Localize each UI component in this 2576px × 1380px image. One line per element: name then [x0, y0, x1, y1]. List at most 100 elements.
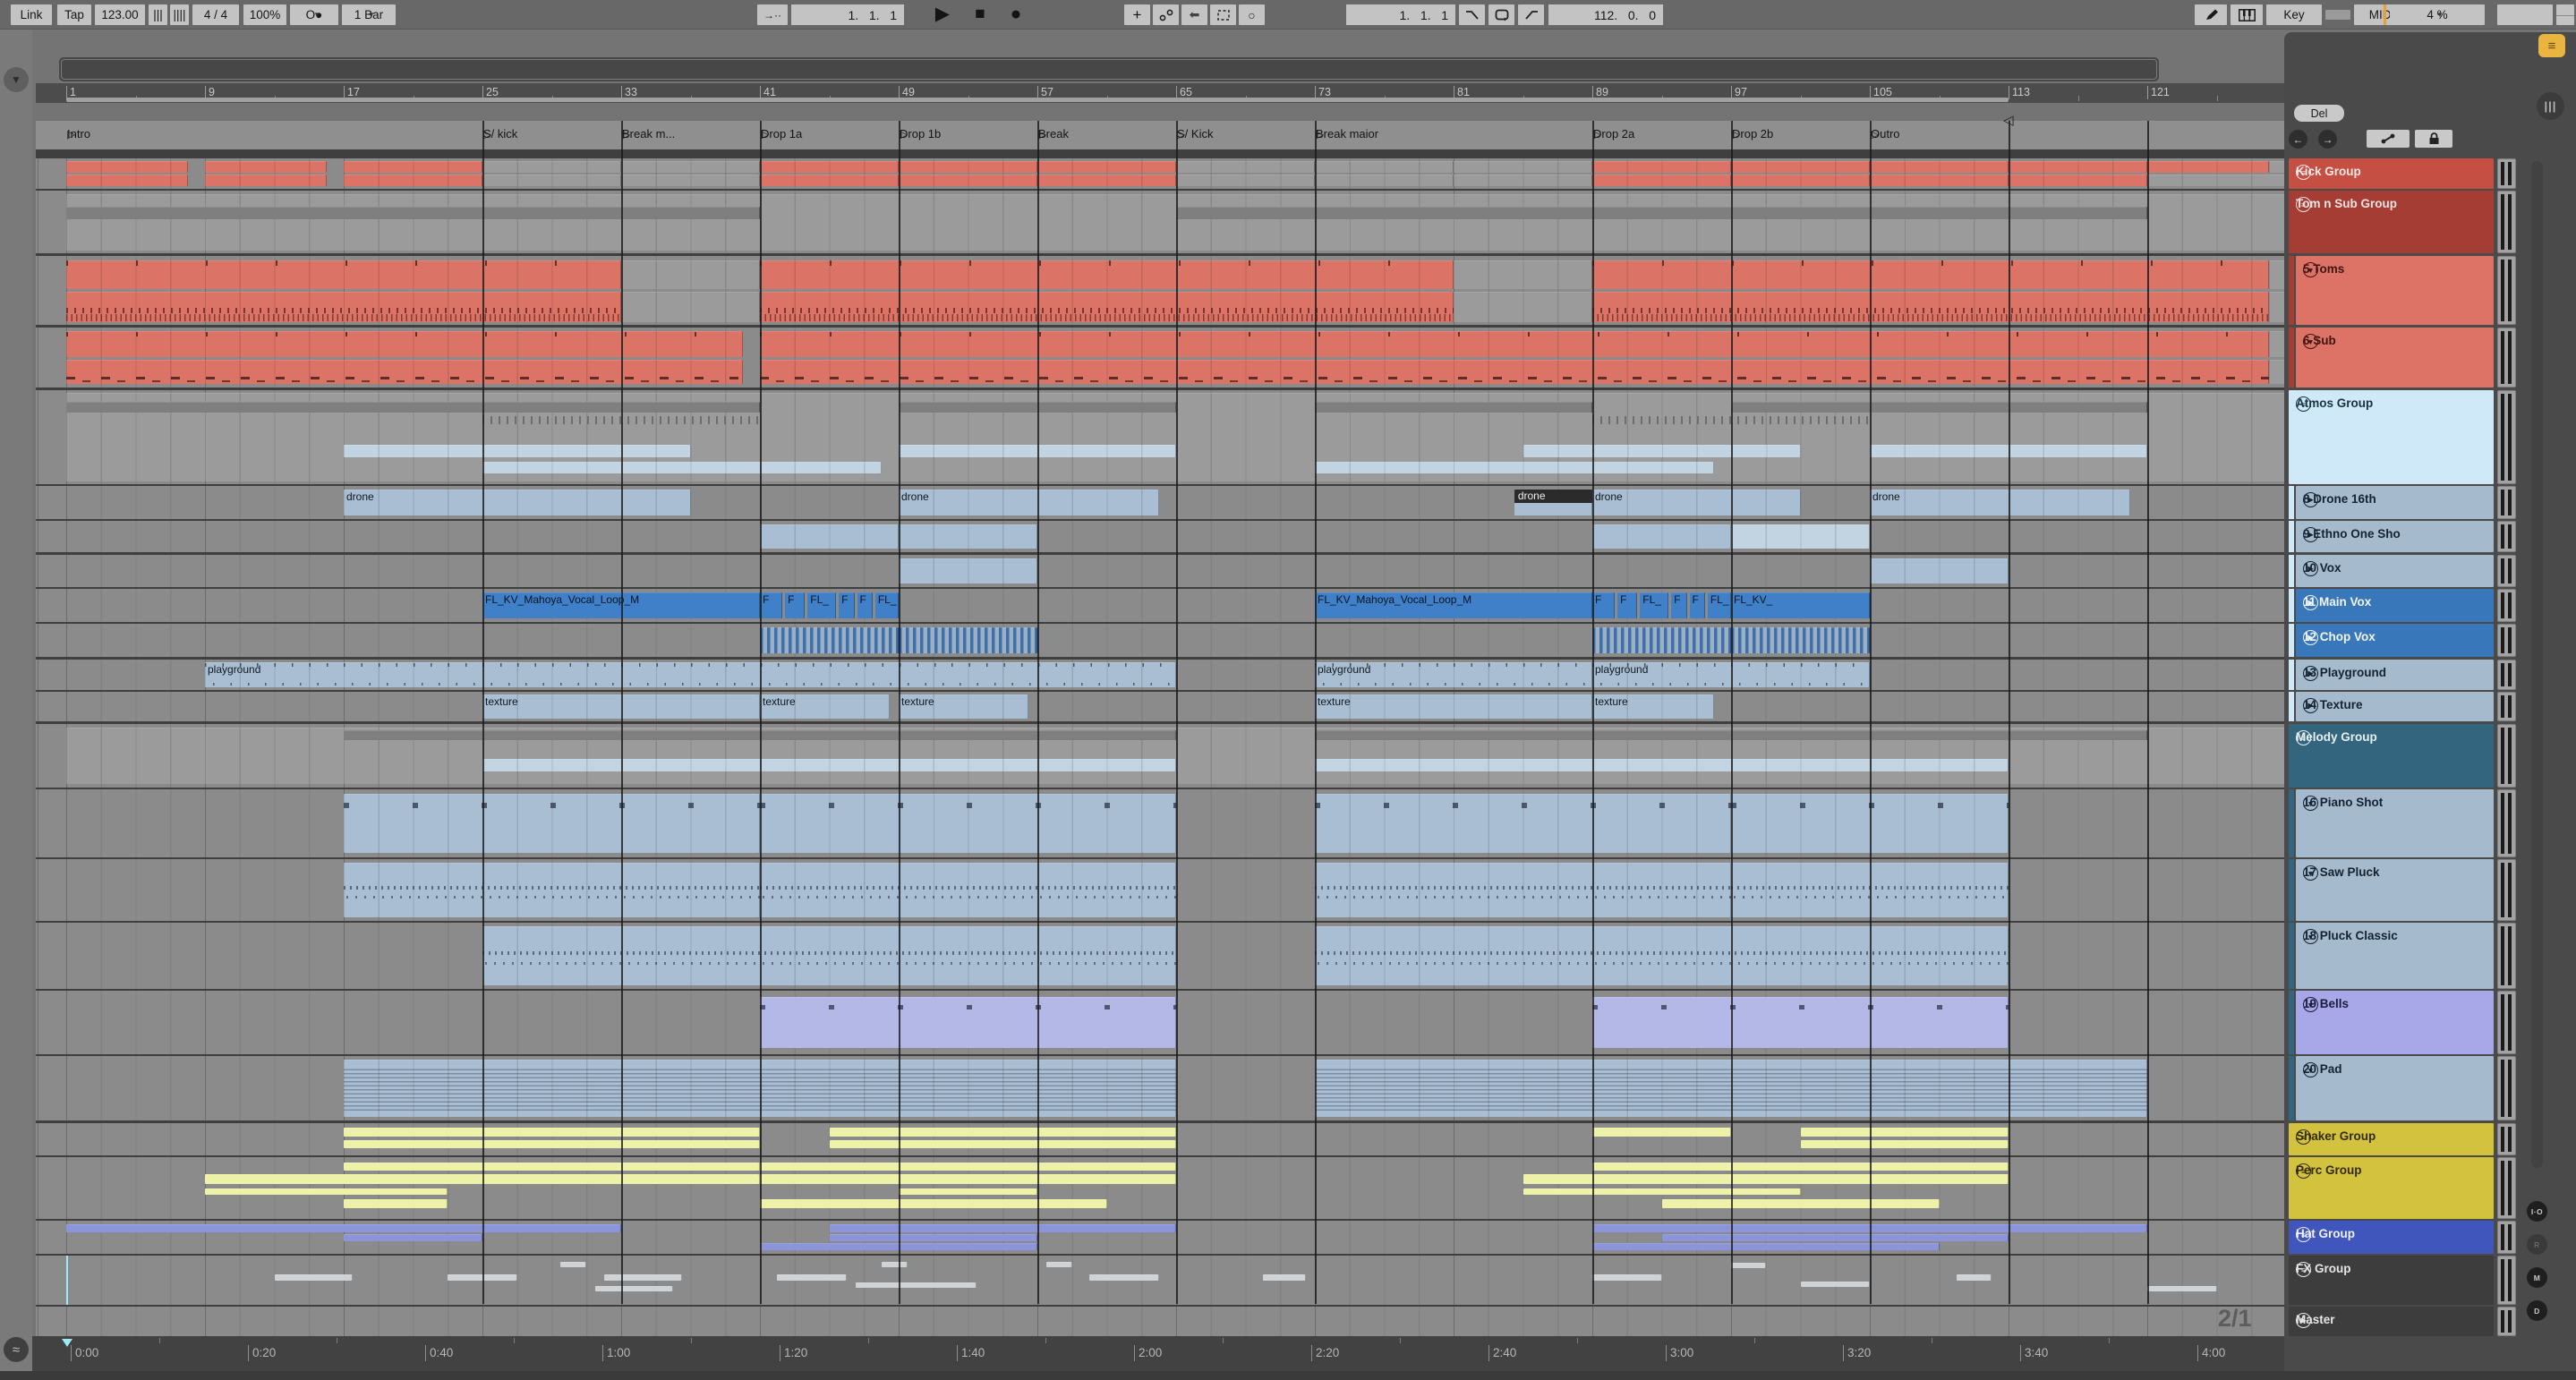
clip[interactable] — [621, 160, 760, 173]
clip[interactable] — [1870, 160, 2009, 173]
clip-FL_KV_Mahoya_Vocal_Loop_M[interactable]: FL_KV_Mahoya_Vocal_Loop_M — [482, 592, 760, 619]
clip[interactable] — [66, 175, 188, 187]
stop-button[interactable]: ■ — [975, 4, 985, 23]
clip-FL_[interactable]: FL_ — [807, 592, 837, 619]
follow-selection-button[interactable] — [1210, 4, 1236, 25]
track-lane-perc-group[interactable] — [36, 1157, 2284, 1219]
record-button[interactable]: ● — [1010, 4, 1022, 24]
mixer-section-toggle-io[interactable]: I·O — [2527, 1201, 2547, 1222]
track-header-16-piano-shot[interactable]: ▼ 16 Piano Shot — [2296, 789, 2494, 857]
clip-drone[interactable]: drone — [1514, 490, 1592, 515]
loop-brace[interactable] — [66, 98, 2009, 102]
toolbar-link-button[interactable]: Link — [11, 4, 52, 25]
clip-texture[interactable]: texture — [760, 694, 891, 719]
track-lane-18-pluck-classic[interactable] — [36, 923, 2284, 989]
track-lane-19-bells[interactable] — [36, 991, 2284, 1054]
clip[interactable] — [1731, 524, 1870, 549]
automation-mode-button[interactable] — [1153, 4, 1179, 25]
track-lane-melody-group[interactable] — [36, 724, 2304, 788]
clip[interactable] — [1800, 1140, 2009, 1149]
group-track-icon[interactable]: ≡ — [2296, 1262, 2311, 1277]
locator-s-kick[interactable]: ▷ S/ kick — [483, 127, 517, 141]
clip[interactable] — [344, 1198, 448, 1208]
clip[interactable] — [899, 160, 1037, 173]
track-lane-master[interactable] — [36, 1307, 2284, 1336]
clip[interactable] — [66, 292, 621, 322]
mixer-section-toggle-d[interactable]: D — [2527, 1300, 2547, 1321]
track-lane-20-pad[interactable] — [36, 1056, 2284, 1120]
clip[interactable] — [1592, 997, 2009, 1048]
track-header-melody-group[interactable]: ≡ Melody Group — [2289, 724, 2494, 788]
clip[interactable] — [205, 175, 327, 187]
link-button[interactable] — [2367, 130, 2410, 148]
track-lane-tom-n-sub-group[interactable] — [36, 191, 2304, 253]
locator-break[interactable]: ▷ Break — [1038, 127, 1069, 141]
clip[interactable] — [66, 193, 2304, 251]
clip-FL_[interactable]: FL_ — [1640, 592, 1669, 619]
playhead-triangle[interactable] — [62, 1339, 73, 1347]
clip[interactable] — [760, 292, 1454, 322]
clip[interactable] — [760, 1162, 1176, 1171]
locator-row[interactable]: ◁▷Intro▷S/ kick▷Break m...▷Drop 1a▷Drop … — [36, 114, 2284, 153]
locator-s-kick[interactable]: ▷ S/ Kick — [1177, 127, 1213, 141]
group-track-icon[interactable]: ≡ — [2296, 165, 2311, 180]
track-header-fx-group[interactable]: ≡ FX Group — [2289, 1256, 2494, 1305]
fold-track-icon[interactable]: ▼ — [2303, 1062, 2318, 1078]
toolbar-tempo-button[interactable]: 123.00 — [95, 4, 145, 25]
clip[interactable] — [1523, 1188, 1801, 1196]
clip[interactable] — [855, 1282, 977, 1289]
clip[interactable] — [482, 160, 621, 173]
clip[interactable] — [1731, 401, 2147, 413]
clip-drone[interactable]: drone — [1870, 490, 2130, 515]
clip[interactable] — [881, 1261, 908, 1267]
clip[interactable] — [1592, 1274, 1662, 1282]
track-header-master[interactable]: ▶ Master — [2289, 1307, 2494, 1336]
track-lane-12-chop-vox[interactable] — [36, 624, 2284, 657]
track-header-tom-n-sub-group[interactable]: ≡ Tom n Sub Group — [2289, 191, 2494, 253]
locator-outro[interactable]: ▷ Outro — [1871, 127, 1900, 141]
clip[interactable] — [1661, 1233, 2009, 1241]
clip[interactable] — [2147, 1286, 2217, 1292]
clip-drone[interactable]: drone — [344, 490, 691, 515]
play-track-icon[interactable]: ▶ — [2303, 561, 2318, 576]
clip-F[interactable]: F — [857, 592, 873, 619]
clip-playground[interactable]: playground — [205, 662, 1176, 687]
play-button[interactable]: ▶ — [934, 4, 951, 24]
track-lane-5-toms[interactable] — [36, 256, 2304, 325]
clip[interactable] — [1037, 175, 1176, 187]
clip[interactable] — [829, 1128, 1176, 1137]
clip[interactable] — [1592, 260, 2269, 289]
clip[interactable] — [621, 175, 760, 187]
clip[interactable] — [760, 793, 1176, 854]
vertical-scrollbar[interactable] — [2531, 161, 2543, 1168]
track-header-6-sub[interactable]: ▼ 6 Sub — [2296, 328, 2494, 388]
track-header-9-ethno-one-sho[interactable]: ▶ 9 Ethno One Sho — [2296, 521, 2494, 552]
clip[interactable] — [899, 175, 1037, 187]
clip[interactable] — [344, 793, 760, 854]
toolbar-metronome-button[interactable]: O● ▾ — [290, 4, 338, 25]
clip[interactable] — [1592, 1243, 1940, 1250]
clip[interactable] — [2009, 175, 2147, 187]
clip[interactable] — [760, 360, 2269, 384]
clip-FL_KV_Mahoya_Vocal_Loop_M[interactable]: FL_KV_Mahoya_Vocal_Loop_M — [1315, 592, 1592, 619]
loop-length-display[interactable]: 112. 0. 0 — [1548, 4, 1663, 25]
time-ruler[interactable]: 0:00 0:20 0:40 1:00 1:20 1:40 2:00 2:20 2:40 3:00… — [32, 1336, 2288, 1371]
clip[interactable] — [344, 1233, 482, 1241]
track-header-14-texture[interactable]: ▶ 14 Texture — [2296, 692, 2494, 721]
clip[interactable] — [760, 1174, 1176, 1185]
track-lane-11-main-vox[interactable]: FL_KV_Mahoya_Vocal_Loop_M F F FL_ F F FL_ FL_KV… — [36, 589, 2284, 622]
clip-FL_KV_[interactable]: FL_KV_ — [1731, 592, 1870, 619]
clip[interactable] — [1800, 1128, 2009, 1137]
clip-texture[interactable]: texture — [1592, 694, 1714, 719]
play-track-icon[interactable]: ▶ — [2303, 595, 2318, 610]
clip[interactable] — [1956, 1274, 1992, 1282]
track-header-18-pluck-classic[interactable]: ▼ 18 Pluck Classic — [2296, 923, 2494, 989]
clip[interactable] — [1315, 863, 1731, 917]
clip[interactable] — [344, 863, 760, 917]
clip[interactable] — [344, 1162, 760, 1171]
clip[interactable] — [1454, 292, 1592, 322]
clip[interactable] — [1592, 626, 1731, 654]
clip[interactable] — [760, 1198, 1107, 1208]
track-header-10-vox[interactable]: ▶ 10 Vox — [2296, 555, 2494, 587]
fold-track-icon[interactable]: ▼ — [2303, 262, 2318, 277]
